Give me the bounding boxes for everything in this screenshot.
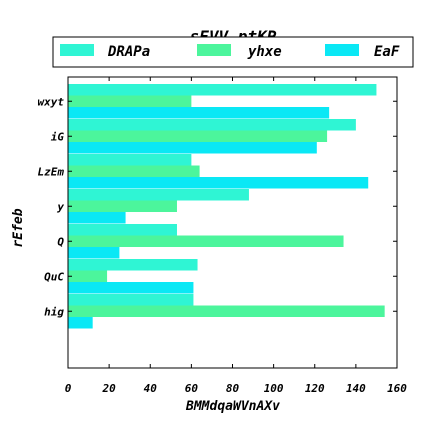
- bar-DRAPa-y: [68, 189, 249, 201]
- bar-EaF-y: [68, 212, 126, 224]
- bar-EaF-QuC: [68, 282, 194, 294]
- bar-EaF-wxyt: [68, 107, 330, 119]
- y-tick-label: iG: [51, 130, 65, 143]
- y-tick-label: LzEm: [38, 165, 65, 178]
- bar-DRAPa-Q: [68, 224, 177, 236]
- legend-swatch-DRAPa: [60, 44, 94, 56]
- bar-DRAPa-LzEm: [68, 154, 192, 166]
- legend-swatch-yhxe: [197, 44, 231, 56]
- bar-yhxe-QuC: [68, 270, 108, 282]
- legend-label-EaF: EaF: [374, 44, 400, 60]
- y-tick-label: wxyt: [38, 95, 65, 108]
- bar-DRAPa-hig: [68, 294, 194, 306]
- bar-EaF-LzEm: [68, 177, 369, 189]
- bar-DRAPa-wxyt: [68, 84, 377, 96]
- x-tick-label: 100: [264, 382, 284, 395]
- bar-yhxe-Q: [68, 235, 344, 247]
- bar-yhxe-LzEm: [68, 165, 200, 177]
- y-tick-label: hig: [44, 305, 64, 318]
- x-tick-label: 120: [305, 382, 325, 395]
- y-tick-label: QuC: [44, 270, 64, 283]
- legend-label-yhxe: yhxe: [247, 44, 282, 60]
- x-tick-label: 40: [144, 382, 158, 395]
- bar-DRAPa-iG: [68, 119, 356, 131]
- x-tick-label: 0: [65, 382, 72, 395]
- legend-swatch-EaF: [325, 44, 359, 56]
- y-tick-label: y: [56, 200, 64, 213]
- bar-yhxe-wxyt: [68, 95, 192, 107]
- x-tick-label: 80: [226, 382, 240, 395]
- bars: [68, 84, 385, 329]
- legend: DRAPa yhxe EaF: [52, 36, 414, 68]
- bar-EaF-Q: [68, 247, 120, 259]
- bar-EaF-hig: [68, 317, 93, 329]
- x-axis-label: BMMdqaWVnAXv: [185, 399, 280, 414]
- y-axis-label: rEfeb: [11, 208, 26, 247]
- bar-yhxe-iG: [68, 130, 328, 142]
- y-tick-label: Q: [57, 235, 64, 248]
- legend-label-DRAPa: DRAPa: [107, 44, 150, 60]
- bar-DRAPa-QuC: [68, 259, 198, 271]
- x-axis-ticks: 0 20 40 60 80 100 120 140 160: [65, 77, 407, 395]
- y-axis-ticks: wxyt iG LzEm y Q QuC hig: [38, 95, 397, 318]
- x-tick-label: 60: [185, 382, 199, 395]
- bar-yhxe-hig: [68, 305, 385, 317]
- bar-EaF-iG: [68, 142, 317, 154]
- x-tick-label: 20: [102, 382, 117, 395]
- x-tick-label: 160: [387, 382, 407, 395]
- bar-yhxe-y: [68, 200, 177, 212]
- x-tick-label: 140: [346, 382, 366, 395]
